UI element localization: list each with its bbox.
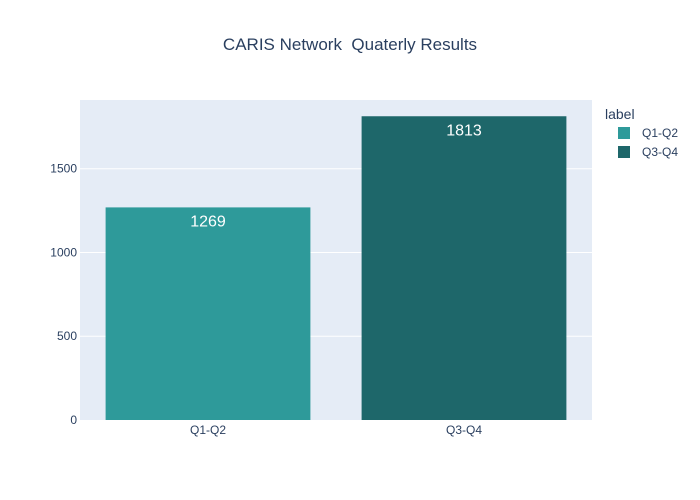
legend-swatch[interactable] <box>618 127 630 139</box>
y-tick-label: 500 <box>57 329 77 343</box>
legend-entries: Q1-Q2 Q3-Q4 <box>618 126 678 159</box>
bar-value-label: 1813 <box>446 122 482 139</box>
legend-item-label: Q1-Q2 <box>642 126 678 140</box>
y-axis-ticks: 0 500 1000 1500 <box>50 162 77 427</box>
bars <box>105 116 567 420</box>
bar-value-labels: 1269 1813 <box>190 122 482 230</box>
x-axis-ticks: Q1-Q2 Q3-Q4 <box>190 423 482 437</box>
legend-item-label: Q3-Q4 <box>642 145 678 159</box>
y-tick-label: 1500 <box>50 162 77 176</box>
bar-q1-q2[interactable] <box>105 207 311 420</box>
legend-swatch[interactable] <box>618 146 630 158</box>
bar-q3-q4[interactable] <box>361 116 567 420</box>
bar-value-label: 1269 <box>190 213 226 230</box>
legend[interactable]: label Q1-Q2 Q3-Q4 <box>605 106 678 159</box>
chart-title: CARIS Network Quaterly Results <box>223 35 477 54</box>
x-tick-label: Q3-Q4 <box>446 423 482 437</box>
x-tick-label: Q1-Q2 <box>190 423 226 437</box>
y-tick-label: 1000 <box>50 245 77 259</box>
y-tick-label: 0 <box>70 413 77 427</box>
legend-title: label <box>605 106 635 122</box>
